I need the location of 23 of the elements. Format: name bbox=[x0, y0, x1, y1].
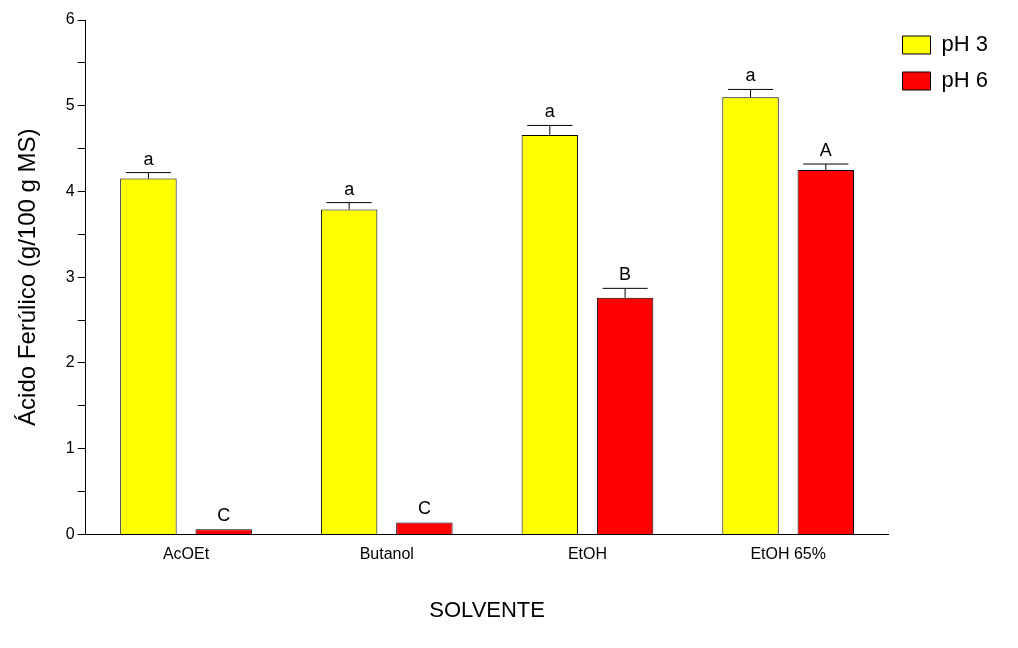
y-tick-label: 6 bbox=[65, 10, 75, 28]
y-tick-label: 2 bbox=[65, 353, 75, 371]
x-axis-title: SOLVENTE bbox=[429, 596, 545, 622]
data-label: a bbox=[745, 65, 757, 86]
y-axis-title: Ácido Ferúlico (g/100 g MS) bbox=[13, 128, 41, 426]
x-tick-label: EtOH 65% bbox=[750, 545, 826, 563]
x-tick-label: AcOEt bbox=[162, 545, 210, 563]
data-label: B bbox=[619, 264, 632, 285]
data-label: a bbox=[344, 178, 356, 199]
data-label: A bbox=[819, 140, 832, 160]
data-label: a bbox=[544, 101, 556, 122]
legend-label: pH 6 bbox=[941, 67, 989, 93]
data-label: C bbox=[217, 505, 231, 526]
data-label: a bbox=[143, 148, 155, 169]
y-tick-label: 3 bbox=[65, 267, 75, 285]
y-tick-label: 0 bbox=[65, 524, 75, 542]
x-tick-label: EtOH bbox=[567, 545, 608, 563]
legend-label: pH 3 bbox=[941, 31, 989, 57]
data-label: C bbox=[417, 498, 431, 519]
y-tick-label: 5 bbox=[65, 96, 75, 114]
x-tick-label: Butanol bbox=[359, 545, 414, 563]
y-tick-label: 4 bbox=[65, 181, 75, 199]
y-tick-label: 1 bbox=[65, 439, 75, 457]
